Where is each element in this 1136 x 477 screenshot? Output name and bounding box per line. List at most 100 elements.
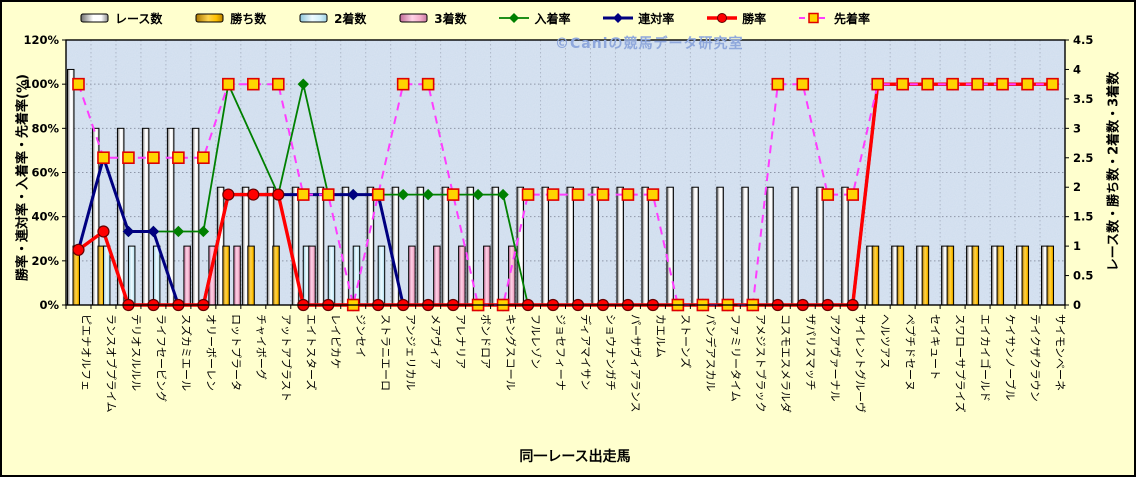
bar <box>342 187 349 305</box>
x-category-label: ストラニエーロ <box>379 314 392 391</box>
x-category-label: テイクザクラウン <box>1029 314 1042 402</box>
bar <box>317 187 324 305</box>
legend-swatch-line <box>707 12 737 24</box>
x-category-label: パンデアスカル <box>704 314 718 392</box>
x-category-label: ディアマイサン <box>579 314 593 390</box>
x-category-label: ファミリータイム <box>729 314 742 402</box>
x-category-label: アレナリア <box>454 314 467 369</box>
x-category-label: エイカイゴールド <box>979 314 993 402</box>
legend-label: 勝率 <box>742 10 766 27</box>
chart-frame: レース数 勝ち数 2着数 3着数 入着率 連対率 勝率 先着率 ©Caniの競馬… <box>0 0 1136 477</box>
svg-text:60%: 60% <box>31 166 59 180</box>
legend-label: 連対率 <box>638 10 674 27</box>
bar <box>459 246 466 305</box>
x-category-label: ショウナンガチ <box>604 314 617 391</box>
x-category-label: オリーボーレン <box>204 314 217 391</box>
legend-label: 入着率 <box>534 10 570 27</box>
x-category-label: ボンドロア <box>479 314 492 369</box>
bar <box>153 246 160 305</box>
legend-item-2着数: 2着数 <box>299 10 366 27</box>
x-category-label: ヘルツアス <box>879 314 892 369</box>
bar <box>642 187 649 305</box>
chart-legend: レース数 勝ち数 2着数 3着数 入着率 連対率 勝率 先着率 <box>80 7 870 29</box>
bar <box>872 246 879 305</box>
bar <box>248 246 255 305</box>
bar <box>128 246 135 305</box>
legend-swatch-line <box>603 12 633 24</box>
x-category-label: スワローサプライズ <box>954 314 968 412</box>
bar <box>997 246 1004 305</box>
x-category-label: ライフセービング <box>154 314 168 402</box>
bar <box>492 187 499 305</box>
svg-text:3.5: 3.5 <box>1073 92 1093 106</box>
bar <box>692 187 699 305</box>
svg-text:80%: 80% <box>31 121 59 135</box>
x-category-label: スズカミエール <box>179 314 193 391</box>
svg-text:20%: 20% <box>31 254 59 268</box>
x-category-label: キングスコール <box>504 314 518 391</box>
x-category-label: サイモンベーネ <box>1054 314 1067 391</box>
bar <box>223 246 230 305</box>
x-category-label: ロットプラータ <box>229 314 242 391</box>
bar <box>434 246 441 305</box>
bar <box>484 246 491 305</box>
x-category-label: ピエナオルフェ <box>79 314 92 391</box>
legend-label: レース数 <box>115 10 162 27</box>
bar <box>717 187 724 305</box>
legend-label: 先着率 <box>834 10 870 27</box>
x-category-label: カエルム <box>654 314 667 358</box>
bar <box>367 187 374 305</box>
x-category-label: メアヴィア <box>429 314 443 369</box>
legend-swatch-bar <box>399 12 429 24</box>
bar <box>517 187 524 305</box>
legend-swatch-bar <box>195 12 225 24</box>
x-category-label: ペプチドセーヌ <box>904 314 917 391</box>
x-category-label: エイトスターズ <box>304 314 318 390</box>
legend-item-勝率: 勝率 <box>707 10 766 27</box>
bar <box>792 187 799 305</box>
legend-swatch-line <box>799 12 829 24</box>
svg-text:0.5: 0.5 <box>1073 269 1093 283</box>
legend-item-勝ち数: 勝ち数 <box>195 10 266 27</box>
x-category-label: アメジストブラック <box>754 314 768 412</box>
plot-area: 0%20%40%60%80%100%120%00.511.522.533.544… <box>2 2 1136 475</box>
bar <box>947 246 954 305</box>
bar <box>442 187 449 305</box>
svg-text:40%: 40% <box>31 210 59 224</box>
legend-label: 2着数 <box>334 10 366 27</box>
x-category-label: ジョセフィーナ <box>554 314 567 391</box>
legend-item-レース数: レース数 <box>80 10 162 27</box>
bar <box>617 187 624 305</box>
bar <box>378 246 385 305</box>
legend-label: 勝ち数 <box>230 10 266 27</box>
legend-label: 3着数 <box>434 10 466 27</box>
x-category-label: アットアブラスト <box>279 314 293 402</box>
bar <box>897 246 904 305</box>
x-category-label: フルレゾン <box>529 314 542 369</box>
x-category-label: アクアヴァーナル <box>829 314 843 401</box>
bar <box>184 246 191 305</box>
bar <box>1022 246 1029 305</box>
bar <box>842 187 849 305</box>
legend-swatch-bar <box>299 12 329 24</box>
bar <box>467 187 474 305</box>
x-category-label: ケイサンノーブル <box>1004 314 1018 401</box>
svg-text:1.5: 1.5 <box>1073 210 1093 224</box>
x-category-label: レイピカケ <box>329 314 342 369</box>
legend-item-入着率: 入着率 <box>499 10 570 27</box>
bar <box>742 187 749 305</box>
svg-text:0: 0 <box>1073 298 1081 312</box>
bar <box>667 187 674 305</box>
right-axis-title: レース数・勝ち数・2着数・3着数 <box>1103 67 1122 277</box>
x-category-label: ストーンズ <box>679 314 693 368</box>
svg-text:2: 2 <box>1073 180 1081 194</box>
legend-item-連対率: 連対率 <box>603 10 674 27</box>
x-category-label: ランスオブプライム <box>104 314 118 413</box>
x-category-label: テリオスルルル <box>129 314 142 391</box>
watermark: ©Caniの競馬データ研究室 <box>555 33 744 53</box>
bar <box>234 246 241 305</box>
x-category-label: ジンセイ <box>354 314 367 358</box>
x-category-label: アンジェリカル <box>404 314 417 391</box>
x-category-label: コスモエスメラルダ <box>779 314 793 413</box>
bar <box>309 246 316 305</box>
